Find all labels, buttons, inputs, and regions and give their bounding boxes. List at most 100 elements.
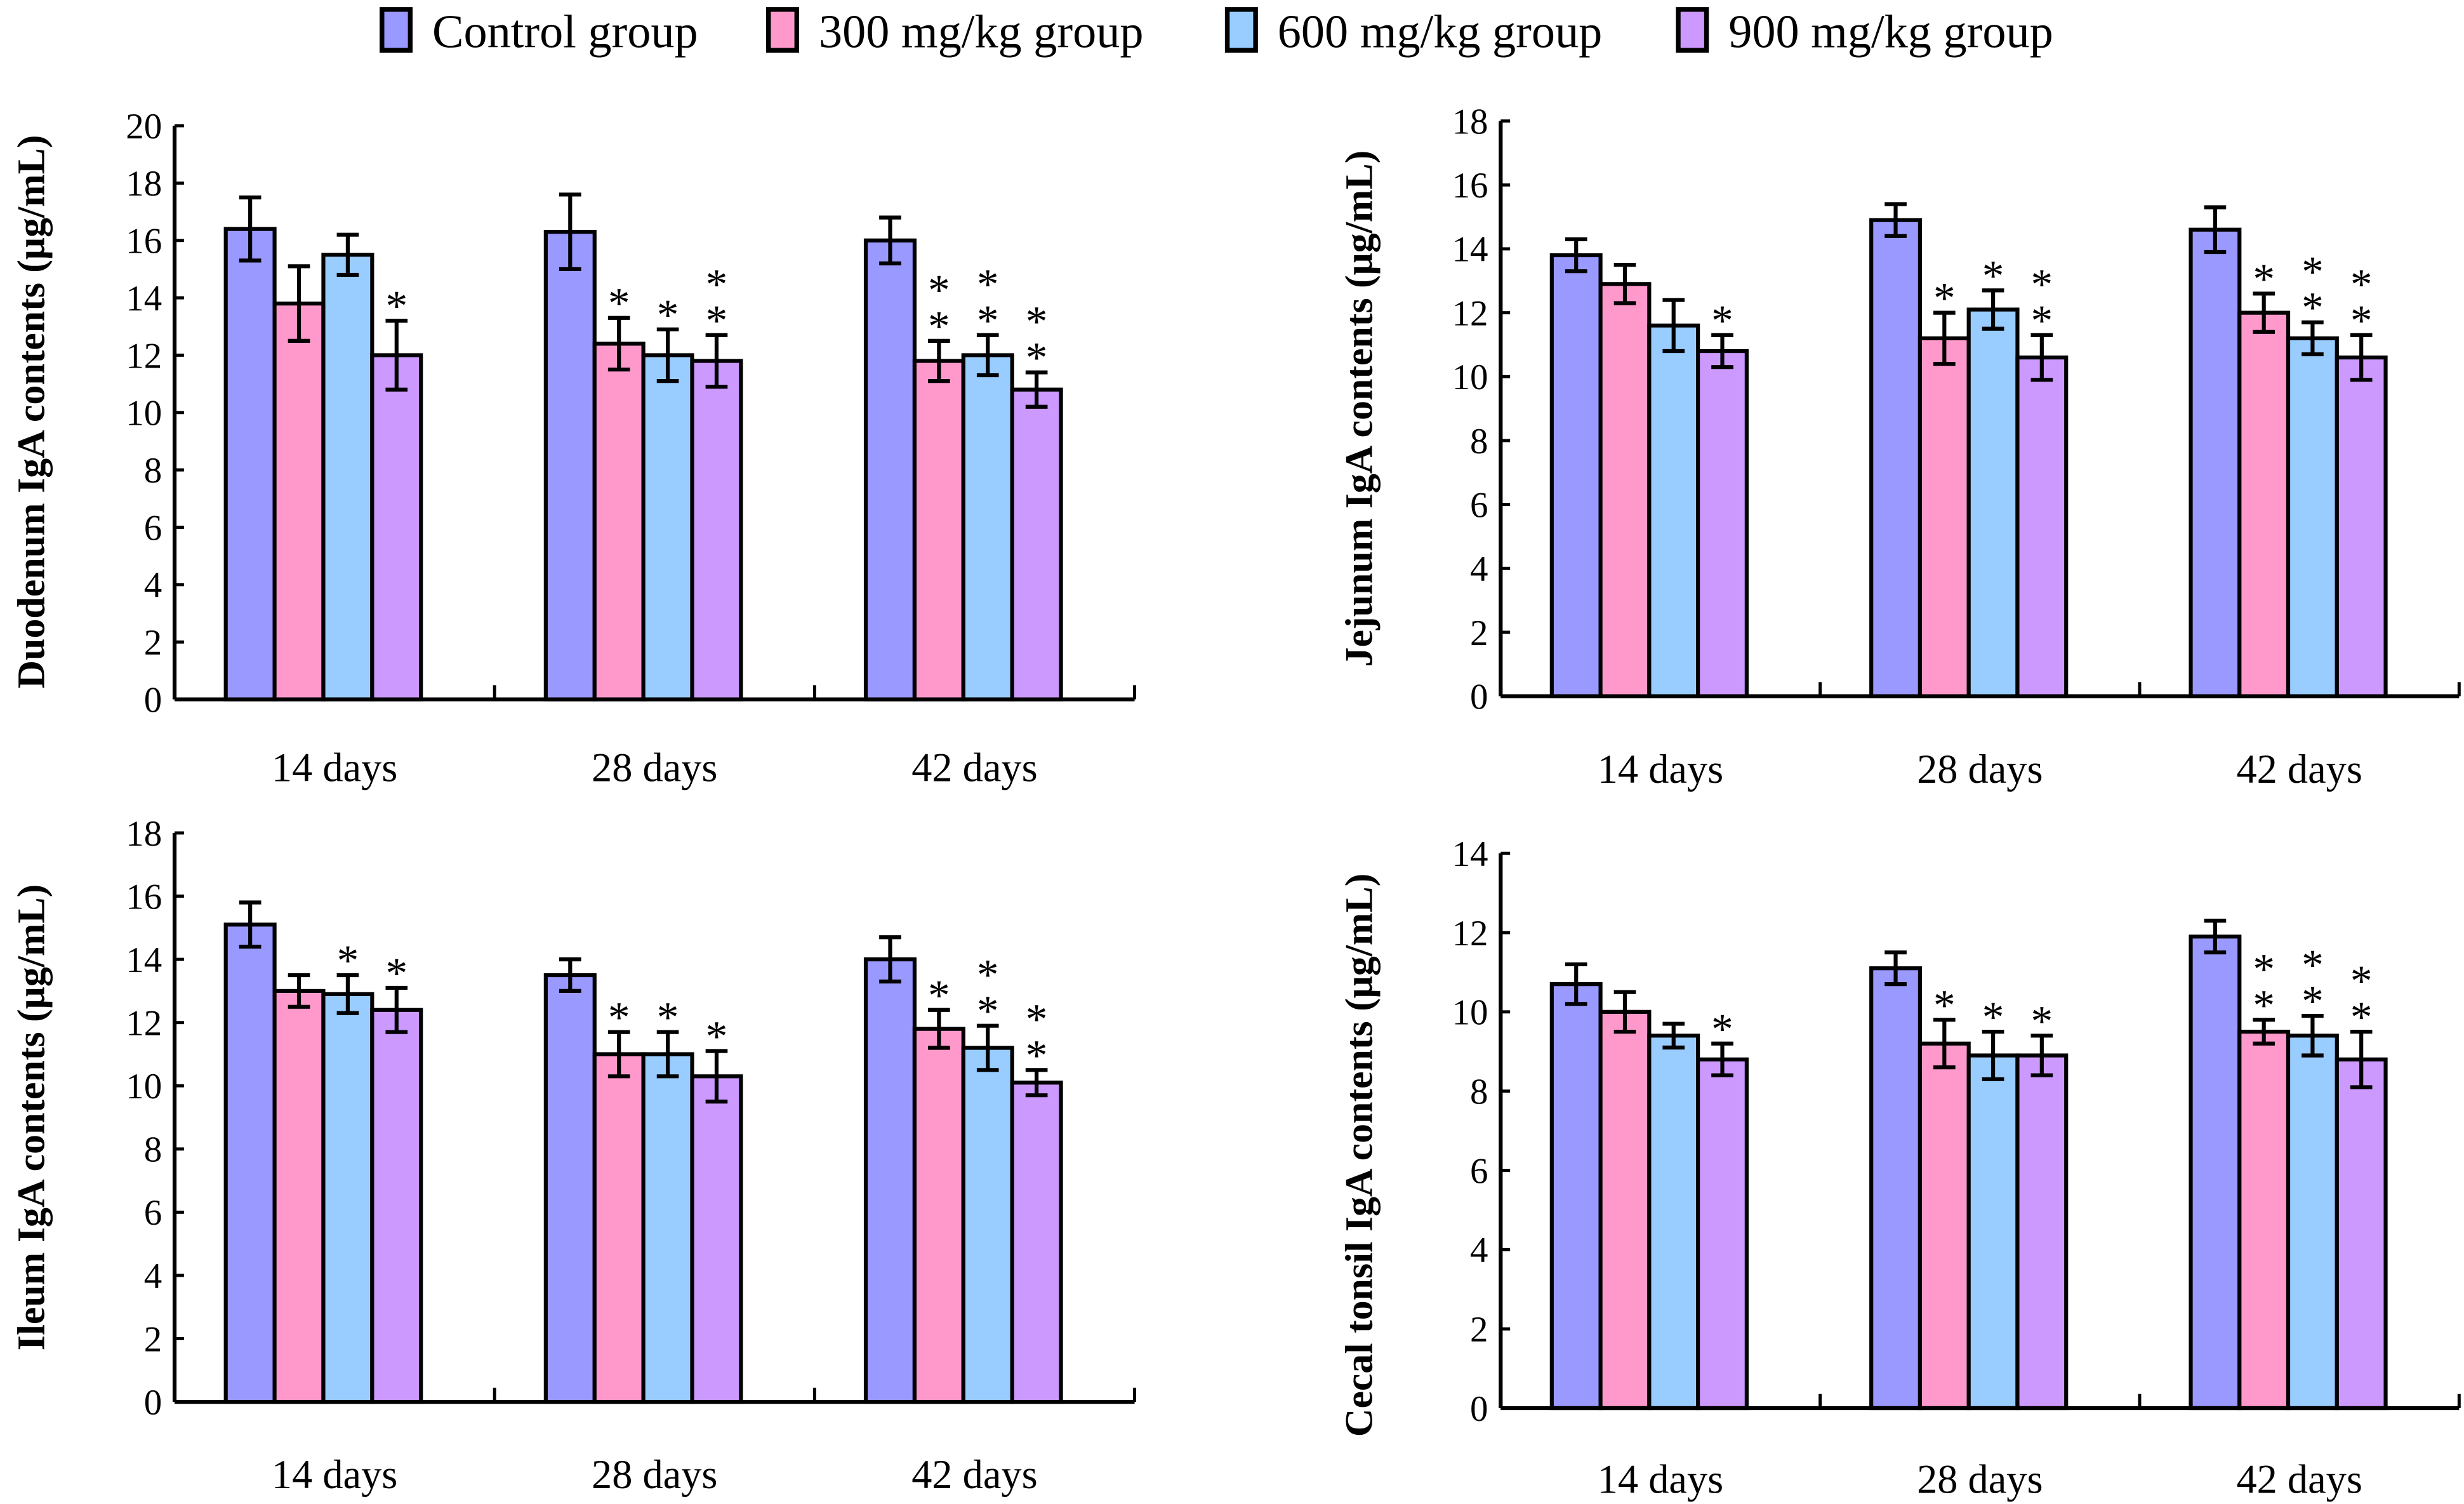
y-tick-label: 8 [144, 451, 162, 491]
bar [961, 353, 1014, 702]
y-tick-label: 14 [1452, 834, 1488, 874]
y-tick-label: 4 [1470, 549, 1488, 589]
y-axis-label: Duodenum IgA contents (μg/mL) [10, 135, 53, 688]
significance-marker: * [1026, 1030, 1048, 1079]
bar [272, 302, 326, 702]
significance-marker: * [2350, 992, 2373, 1041]
bar [961, 1046, 1014, 1404]
bar [2015, 1053, 2069, 1411]
bar [1549, 982, 1603, 1411]
significance-marker: * [1711, 1004, 1733, 1053]
y-axis-label: Jejunum IgA contents (μg/mL) [1337, 150, 1381, 667]
y-tick-label: 16 [1452, 166, 1488, 206]
significance-marker: * [608, 279, 630, 328]
x-tick-label: 14 days [272, 745, 397, 790]
y-tick-label: 2 [144, 1319, 162, 1359]
x-tick-label: 14 days [1598, 747, 1723, 792]
bar [1966, 1053, 2020, 1411]
x-tick-label: 14 days [272, 1452, 397, 1497]
legend-swatch [1224, 7, 1258, 53]
y-tick-label: 0 [144, 1383, 162, 1423]
bar [321, 992, 374, 1404]
significance-marker: * [706, 1011, 728, 1060]
y-tick-label: 12 [1452, 293, 1488, 333]
significance-marker: * [977, 987, 999, 1035]
y-tick-label: 8 [1470, 1072, 1488, 1112]
significance-marker: * [706, 296, 728, 345]
y-axis-label: Ileum IgA contents (μg/mL) [10, 884, 53, 1351]
significance-marker: * [2350, 956, 2373, 1005]
bar [2189, 227, 2242, 698]
bar [1598, 282, 1652, 698]
y-tick-label: 16 [126, 222, 162, 262]
y-tick-label: 18 [1452, 102, 1488, 142]
bar [2335, 355, 2388, 698]
significance-marker: * [2253, 944, 2275, 993]
y-tick-label: 4 [144, 566, 162, 606]
bar [223, 227, 277, 702]
y-tick-label: 16 [126, 877, 162, 917]
y-tick-label: 12 [126, 1003, 162, 1043]
significance-marker: * [977, 296, 999, 345]
bar [1647, 323, 1700, 698]
y-tick-label: 2 [1470, 1310, 1488, 1350]
bar [592, 342, 646, 702]
significance-marker: * [1933, 980, 1956, 1029]
bar [912, 359, 965, 702]
y-tick-label: 12 [1452, 914, 1488, 954]
y-tick-label: 6 [1470, 1151, 1488, 1191]
significance-marker: * [608, 993, 630, 1042]
x-tick-label: 28 days [592, 745, 717, 790]
bar [2237, 1029, 2291, 1411]
significance-marker: * [657, 290, 679, 339]
bar [272, 988, 326, 1404]
significance-marker: * [1982, 992, 2004, 1041]
significance-marker: * [2302, 247, 2324, 296]
bar [2286, 1034, 2339, 1411]
y-tick-label: 8 [144, 1130, 162, 1170]
bar [370, 353, 423, 702]
bar [1010, 387, 1063, 702]
significance-marker: * [2253, 980, 2275, 1029]
legend-label: 600 mg/kg group [1278, 6, 1602, 58]
bar [223, 922, 277, 1404]
bar [1869, 966, 1923, 1411]
y-tick-label: 2 [1470, 613, 1488, 653]
y-tick-label: 10 [1452, 993, 1488, 1033]
y-tick-label: 6 [144, 1193, 162, 1233]
y-tick-label: 18 [126, 164, 162, 204]
bar [641, 353, 694, 702]
bar [2335, 1057, 2388, 1411]
bar [1918, 1041, 1971, 1411]
significance-marker: * [2031, 996, 2053, 1045]
significance-marker: * [977, 950, 999, 999]
y-tick-label: 6 [144, 508, 162, 548]
legend-swatch [380, 7, 413, 53]
significance-marker: * [337, 936, 359, 985]
significance-marker: * [2350, 296, 2373, 345]
y-tick-label: 2 [144, 623, 162, 663]
x-tick-label: 14 days [1598, 1457, 1723, 1502]
y-tick-label: 14 [126, 279, 162, 319]
significance-marker: * [706, 260, 728, 309]
y-tick-label: 12 [126, 336, 162, 376]
significance-marker: * [977, 260, 999, 309]
bar [1966, 307, 2020, 698]
significance-marker: * [1026, 297, 1048, 346]
bar [641, 1052, 694, 1404]
significance-marker: * [928, 971, 950, 1020]
bar [863, 957, 917, 1404]
significance-marker: * [1982, 251, 2004, 300]
x-tick-label: 42 days [911, 1452, 1037, 1497]
bar [690, 1074, 743, 1404]
bar [1696, 1057, 1749, 1411]
y-tick-label: 8 [1470, 422, 1488, 462]
y-tick-label: 10 [1452, 357, 1488, 397]
bar [321, 253, 374, 702]
significance-marker: * [1933, 274, 1956, 323]
y-tick-label: 10 [126, 1067, 162, 1107]
y-tick-label: 20 [126, 107, 162, 147]
